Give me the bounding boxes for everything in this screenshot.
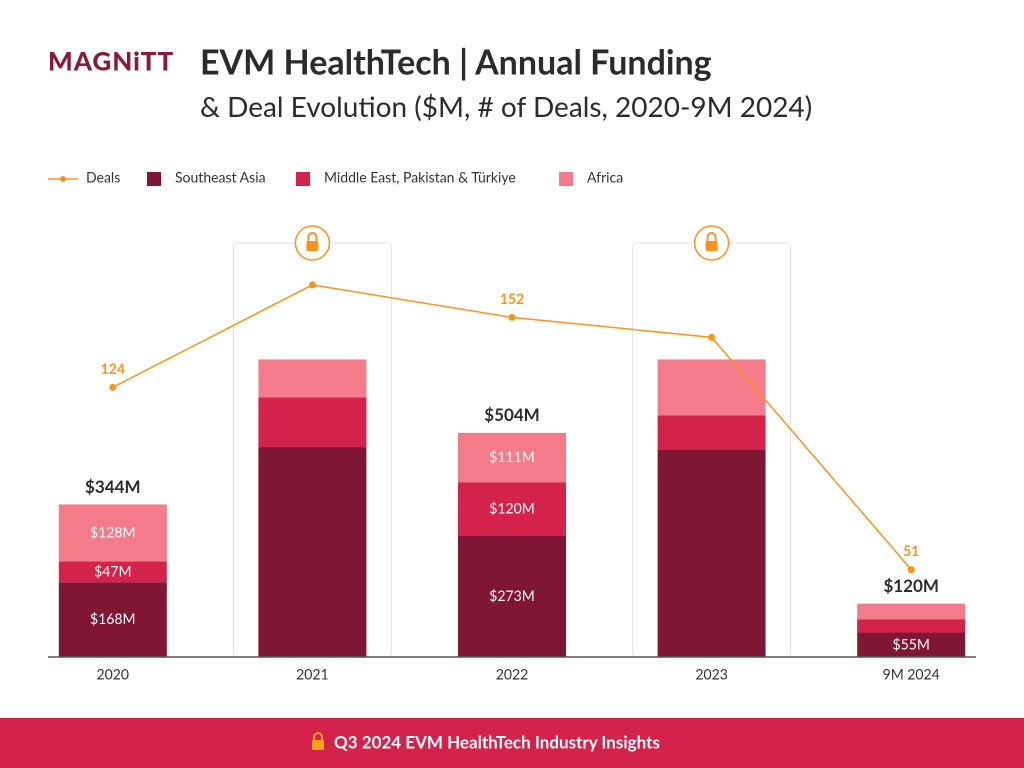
lock-shackle	[307, 232, 318, 241]
deals-point	[109, 383, 117, 391]
lock-body	[705, 241, 718, 251]
bar-segment	[857, 632, 966, 657]
chart: Deals Southeast Asia Middle East, Pakistan…	[48, 169, 976, 683]
footer-text: Q3 2024 EVM HealthTech Industry Insights	[334, 731, 660, 752]
bar-segment	[458, 482, 566, 536]
deals-value-label: 152	[500, 290, 524, 307]
deals-point	[508, 313, 516, 321]
deals-value-label: 51	[903, 542, 919, 559]
x-tick-label: 2022	[496, 666, 528, 683]
legend-swatch	[559, 172, 573, 186]
x-tick-label: 9M 2024	[883, 666, 940, 683]
footer-band	[0, 718, 1024, 768]
bar-value-label: $111M	[489, 448, 534, 465]
bar-segment	[657, 415, 766, 450]
subtitle: & Deal Evolution ($M, # of Deals, 2020-9…	[200, 89, 812, 123]
deals-point	[907, 566, 915, 574]
legend-label: Deals	[86, 169, 120, 186]
title: EVM HealthTech | Annual Funding	[200, 42, 712, 83]
legend-label: Africa	[587, 169, 623, 186]
bar-segment	[657, 449, 766, 657]
x-tick-label: 2023	[695, 666, 727, 683]
bar-segment	[58, 561, 167, 583]
footer-lock-icon	[312, 732, 324, 750]
bar-value-label: $128M	[90, 523, 135, 540]
legend-label: Middle East, Pakistan & Türkiye	[324, 169, 516, 186]
bar-segment	[258, 397, 367, 448]
logo: MAGNiTT	[48, 45, 174, 77]
bar-segment	[58, 582, 167, 657]
deals-value-label: 124	[101, 360, 125, 377]
bar-segment	[258, 447, 367, 657]
bar-value-label: $55M	[893, 635, 930, 652]
bar-total-label: $504M	[484, 404, 540, 425]
bar-segment	[857, 619, 966, 633]
legend-swatch	[147, 172, 161, 186]
lock-shackle	[706, 232, 717, 241]
lock-badge	[693, 225, 730, 261]
deals-point	[708, 333, 716, 341]
lock-badge	[294, 225, 331, 261]
x-tick-label: 2021	[296, 666, 328, 683]
bar-value-label: $47M	[94, 562, 131, 579]
bar-segment	[58, 504, 167, 562]
x-tick-label: 2020	[97, 666, 129, 683]
bar-value-label: $120M	[489, 499, 534, 516]
legend-dot	[60, 176, 66, 182]
bar-segment	[857, 603, 966, 620]
bar-total-label: $120M	[883, 575, 939, 596]
legend-label: Southeast Asia	[175, 169, 266, 186]
bar-total-label: $344M	[85, 476, 141, 497]
bar-value-label: $273M	[489, 587, 534, 604]
bar-segment	[258, 359, 367, 398]
bar-segment	[458, 432, 566, 483]
bar-segment	[657, 359, 766, 416]
legend-swatch	[296, 172, 310, 186]
deals-point	[308, 281, 316, 289]
lock-body	[306, 241, 319, 251]
bar-value-label: $168M	[90, 610, 135, 627]
bar-segment	[458, 535, 566, 657]
